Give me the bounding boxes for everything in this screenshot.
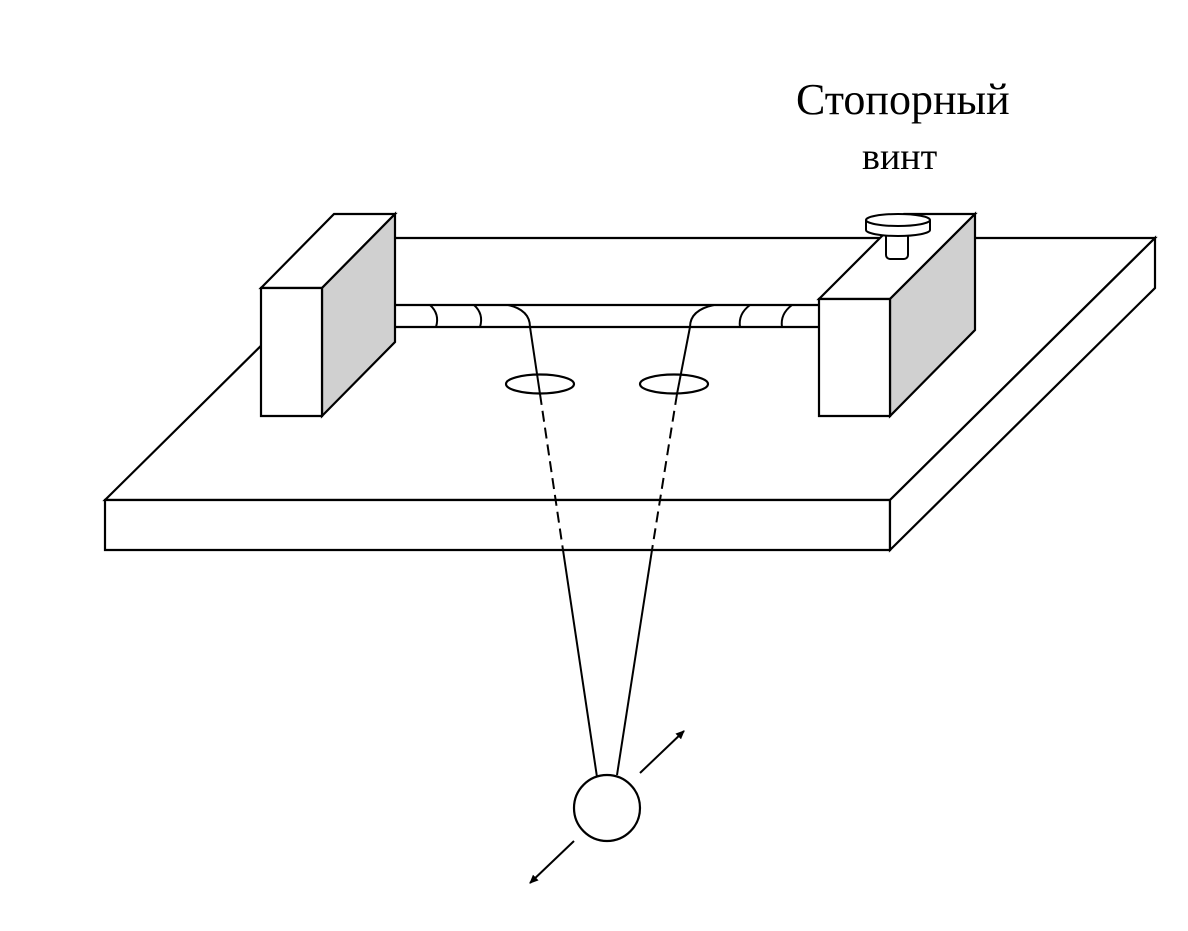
lock-screw-shaft (885, 232, 909, 260)
lock-screw-head-top (865, 213, 931, 227)
thread-coils (429, 304, 793, 328)
lock-screw-label-line2: винт (862, 136, 938, 178)
thread-left-upper (529, 326, 541, 395)
pendulum-threads (529, 326, 691, 778)
left-support-block (258, 211, 398, 419)
left-block-front (259, 286, 324, 418)
thread-right-lower (616, 549, 653, 776)
thread-right-upper (676, 326, 691, 395)
thread-left-lower (562, 549, 598, 778)
plate-hole-right (638, 373, 710, 395)
pendulum-bob (572, 773, 642, 843)
lock-screw-label-line1: Стопорный (796, 75, 1010, 124)
horizontal-rod (347, 303, 822, 329)
oscillation-arrow-up-right (639, 730, 685, 774)
right-block-front (817, 297, 892, 418)
oscillation-arrow-down-left (529, 840, 575, 884)
base-plate-front (103, 498, 892, 552)
thread-left-hidden (539, 393, 564, 551)
base-plate-side (888, 235, 1157, 553)
lock-screw (865, 213, 931, 260)
thread-right-hidden (651, 393, 678, 551)
